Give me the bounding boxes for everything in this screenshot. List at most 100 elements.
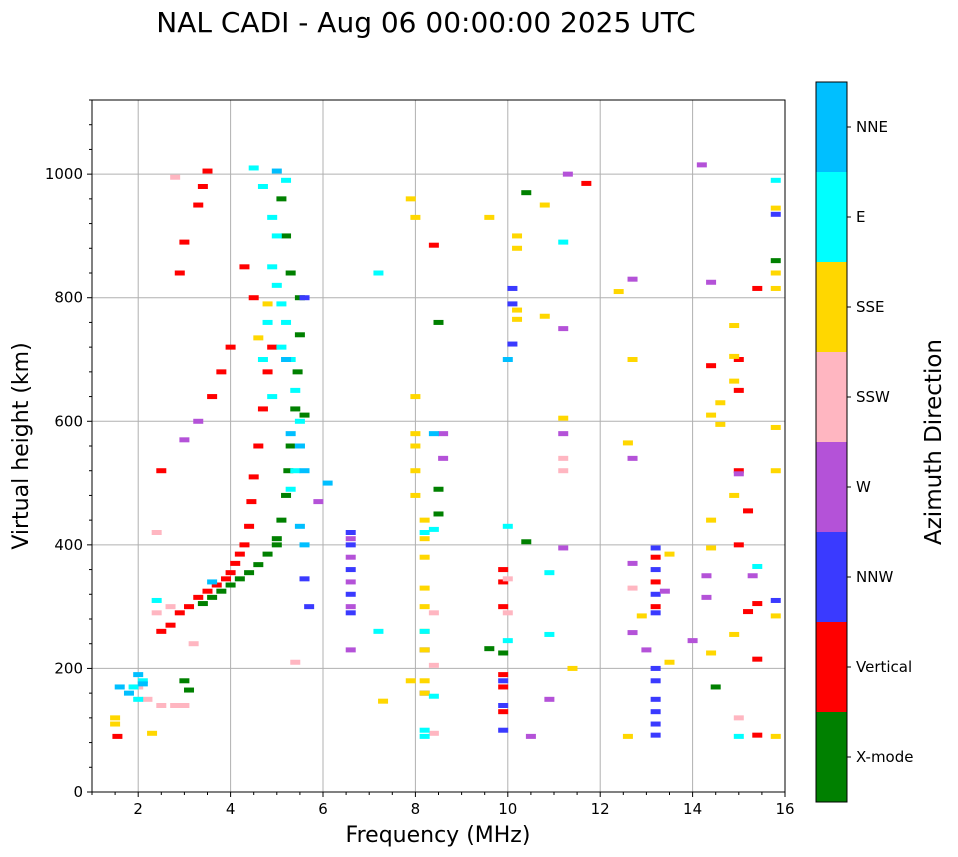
data-point-vertical — [225, 570, 236, 576]
data-point-ssw — [502, 576, 513, 582]
data-point-nne — [299, 542, 310, 548]
data-point-e — [133, 696, 144, 702]
data-point-w — [687, 638, 698, 644]
data-point-ssw — [428, 730, 439, 736]
data-point-nnw — [299, 295, 310, 301]
data-point-vertical — [581, 180, 592, 186]
data-point-sse — [410, 468, 421, 474]
data-point-nnw — [650, 665, 661, 671]
x-tick-label: 12 — [591, 800, 610, 818]
data-point-vertical — [733, 357, 744, 362]
y-tick-label: 200 — [54, 659, 83, 677]
data-point-vertical — [257, 406, 268, 412]
colorbar-segment — [816, 532, 847, 622]
data-point-x-mode — [253, 562, 264, 568]
data-point-nne — [207, 579, 218, 585]
data-point-sse — [729, 631, 740, 637]
data-point-vertical — [650, 579, 661, 585]
data-point-sse — [706, 545, 717, 551]
colorbar-label: SSE — [856, 298, 885, 316]
colorbar-segment — [816, 172, 847, 262]
data-point-vertical — [239, 264, 250, 270]
data-point-x-mode — [299, 412, 310, 418]
data-point-ssw — [151, 530, 162, 535]
data-point-sse — [770, 424, 781, 430]
data-point-sse — [770, 733, 781, 739]
data-point-sse — [770, 613, 781, 619]
colorbar-label: Vertical — [856, 658, 912, 676]
data-point-nne — [428, 431, 439, 437]
data-point-w — [627, 560, 638, 566]
data-point-ssw — [428, 610, 439, 616]
data-point-sse — [419, 585, 430, 591]
colorbar-label: NNE — [856, 118, 888, 136]
data-point-ssw — [151, 610, 162, 616]
data-point-vertical — [253, 443, 264, 449]
colorbar-segment — [816, 262, 847, 352]
colorbar-segment — [816, 442, 847, 532]
data-point-sse — [419, 554, 430, 560]
data-point-x-mode — [498, 650, 509, 656]
data-point-vertical — [179, 239, 190, 245]
data-point-nnw — [498, 703, 509, 708]
data-point-x-mode — [276, 196, 287, 202]
data-point-w — [706, 279, 717, 285]
y-tick-label: 0 — [73, 783, 83, 801]
data-point-nnw — [345, 542, 356, 548]
data-point-x-mode — [294, 332, 305, 338]
data-point-w — [627, 276, 638, 282]
data-point-sse — [636, 613, 647, 619]
data-point-vertical — [193, 594, 204, 600]
data-point-vertical — [207, 394, 218, 400]
data-point-nne — [114, 684, 125, 690]
data-point-vertical — [184, 604, 195, 610]
data-point-sse — [419, 517, 430, 523]
data-point-e — [373, 628, 384, 634]
data-point-ssw — [558, 455, 569, 461]
data-point-e — [271, 282, 282, 288]
data-point-nnw — [345, 610, 356, 616]
data-point-sse — [419, 678, 430, 684]
data-point-vertical — [193, 202, 204, 208]
data-point-e — [137, 678, 148, 684]
data-layer — [110, 162, 781, 739]
data-point-vertical — [733, 542, 744, 548]
data-point-e — [419, 733, 430, 739]
data-point-nnw — [304, 604, 315, 610]
data-point-sse — [419, 647, 430, 653]
data-point-nnw — [507, 301, 518, 307]
x-tick-label: 6 — [318, 800, 328, 818]
chart-title: NAL CADI - Aug 06 00:00:00 2025 UTC — [156, 6, 696, 39]
data-point-w — [747, 573, 758, 579]
data-point-ssw — [165, 604, 176, 610]
data-point-e — [770, 177, 781, 183]
data-point-ssw — [156, 703, 167, 708]
data-point-nnw — [498, 727, 509, 733]
data-point-x-mode — [285, 443, 296, 449]
data-point-sse — [253, 335, 264, 341]
colorbar-title: Azimuth Direction — [921, 339, 947, 545]
data-point-w — [193, 418, 204, 424]
x-tick-label: 4 — [226, 800, 236, 818]
data-point-w — [627, 455, 638, 461]
data-point-vertical — [197, 184, 208, 189]
data-point-sse — [770, 285, 781, 291]
data-point-ssw — [179, 703, 190, 708]
data-point-sse — [729, 492, 740, 498]
data-point-sse — [410, 492, 421, 498]
data-point-sse — [405, 678, 416, 684]
data-point-nne — [322, 480, 333, 486]
data-point-ssw — [733, 715, 744, 721]
data-point-sse — [539, 202, 550, 208]
data-point-sse — [484, 214, 495, 220]
data-point-w — [179, 437, 190, 443]
data-point-vertical — [498, 579, 509, 585]
data-point-nnw — [345, 567, 356, 573]
data-point-sse — [558, 415, 569, 421]
data-point-w — [627, 630, 638, 636]
data-point-vertical — [752, 656, 763, 662]
data-point-e — [558, 239, 569, 245]
data-point-e — [428, 693, 439, 699]
data-point-nnw — [650, 678, 661, 684]
